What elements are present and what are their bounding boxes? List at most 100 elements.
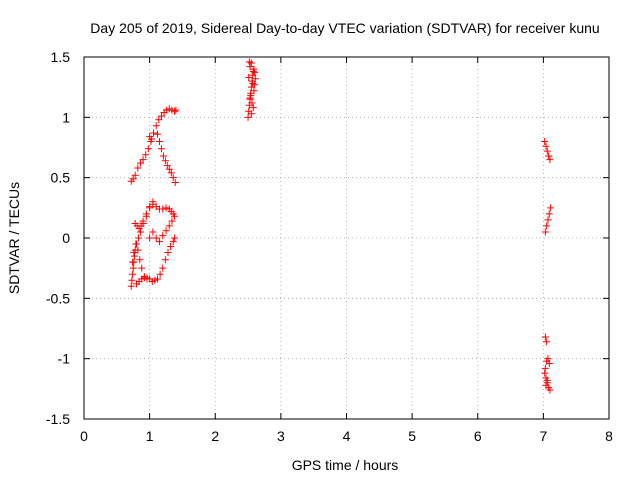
x-tick-label: 2 <box>211 428 219 444</box>
axis-ticks: 0 1 2 3 4 5 6 7 8 -1.5 -1 -0.5 0 0.5 1 1.5 <box>46 49 613 444</box>
data-point <box>161 157 169 165</box>
data-point <box>148 135 156 143</box>
data-point <box>545 359 553 367</box>
data-point <box>171 178 179 186</box>
data-point <box>139 156 147 164</box>
data-point <box>244 113 252 121</box>
data-point <box>159 264 167 272</box>
data-point <box>541 364 549 372</box>
data-points <box>127 58 555 394</box>
x-tick-label: 1 <box>146 428 154 444</box>
data-point <box>144 145 152 153</box>
data-point <box>127 282 135 290</box>
data-point <box>129 270 137 278</box>
grid <box>84 57 609 419</box>
data-point <box>136 159 144 167</box>
series-cluster-near-2-5-h <box>244 58 259 121</box>
data-point <box>162 227 170 235</box>
data-point <box>251 75 259 83</box>
chart-title: Day 205 of 2019, Sidereal Day-to-day VTE… <box>90 20 599 36</box>
data-point <box>545 152 553 160</box>
x-tick-label: 3 <box>277 428 285 444</box>
data-point <box>172 106 180 114</box>
x-tick-label: 8 <box>605 428 613 444</box>
data-point <box>167 169 175 177</box>
data-point <box>171 107 179 115</box>
data-point <box>161 256 169 264</box>
data-point <box>543 222 551 230</box>
data-point <box>156 270 164 278</box>
data-point <box>150 129 158 137</box>
data-point <box>137 222 145 230</box>
data-point <box>169 174 177 182</box>
y-tick-label: -1.5 <box>46 411 70 427</box>
x-axis-label: GPS time / hours <box>292 457 399 473</box>
x-tick-label: 0 <box>80 428 88 444</box>
y-tick-label: 1 <box>62 109 70 125</box>
data-point <box>159 152 167 160</box>
data-point <box>164 248 172 256</box>
data-point <box>246 63 254 71</box>
data-point <box>132 240 140 248</box>
data-point <box>247 110 255 118</box>
y-tick-label: -1 <box>58 351 71 367</box>
data-point <box>142 212 150 220</box>
x-tick-label: 6 <box>474 428 482 444</box>
data-point <box>248 99 256 107</box>
data-point <box>165 165 173 173</box>
data-point <box>545 210 553 218</box>
data-point <box>154 130 161 138</box>
data-point <box>169 238 177 246</box>
data-point <box>149 228 157 236</box>
data-point <box>246 94 254 102</box>
data-point <box>154 275 161 283</box>
data-point <box>167 242 175 250</box>
data-point <box>249 104 257 112</box>
y-tick-label: -0.5 <box>46 290 70 306</box>
data-point <box>541 333 549 341</box>
data-point <box>152 122 160 130</box>
data-point <box>134 234 142 242</box>
data-point <box>157 145 165 153</box>
x-tick-label: 7 <box>539 428 547 444</box>
data-point <box>165 222 173 230</box>
data-point <box>149 198 157 206</box>
data-point <box>251 69 259 77</box>
data-point <box>541 228 549 236</box>
data-point <box>250 87 258 95</box>
data-point <box>546 386 554 394</box>
data-point <box>134 246 142 254</box>
data-point <box>155 238 163 246</box>
data-point <box>163 162 171 170</box>
data-point <box>131 171 139 179</box>
data-point <box>547 204 555 212</box>
data-point <box>139 217 147 225</box>
data-point <box>541 369 549 377</box>
data-point <box>542 381 550 389</box>
data-point <box>146 204 154 212</box>
data-point <box>171 212 179 220</box>
data-point <box>129 264 137 272</box>
data-point <box>138 264 146 272</box>
data-point <box>157 112 165 120</box>
y-tick-label: 0 <box>62 230 70 246</box>
data-point <box>136 228 144 236</box>
data-point <box>143 275 151 283</box>
data-point <box>544 216 552 224</box>
x-tick-label: 4 <box>343 428 351 444</box>
x-tick-label: 5 <box>408 428 416 444</box>
data-point <box>142 151 150 159</box>
data-point <box>245 58 253 66</box>
data-point <box>543 147 551 155</box>
data-point <box>542 142 550 150</box>
y-tick-label: 0.5 <box>51 170 71 186</box>
data-point <box>130 248 138 256</box>
data-point <box>250 65 258 73</box>
data-point <box>543 338 551 346</box>
y-axis-label: SDTVAR / TECUs <box>6 182 22 294</box>
series-lower-loop <box>127 198 179 290</box>
data-point <box>155 137 163 145</box>
data-point <box>168 217 176 225</box>
data-point <box>245 74 253 82</box>
